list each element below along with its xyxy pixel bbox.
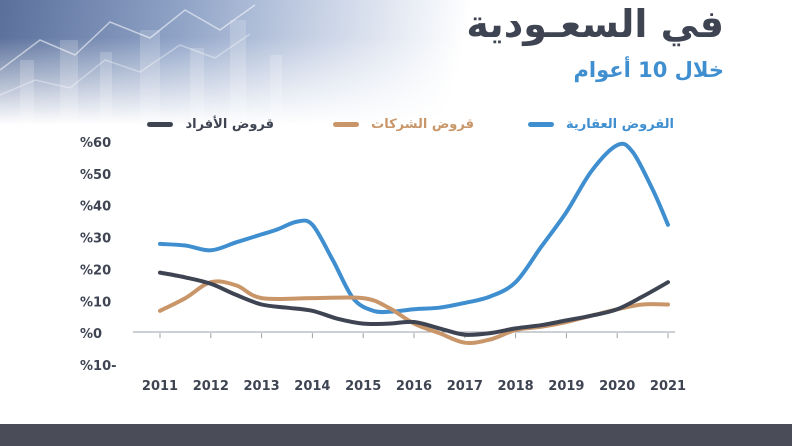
x-tick-label: 2018 [498, 379, 534, 394]
legend-item-real-estate: القروض العقارية [527, 114, 674, 134]
legend-label-companies: قروض الشركات [371, 116, 474, 132]
x-axis: 2011 2012 2013 2014 2015 2016 2017 2018 2019 2020… [142, 379, 686, 394]
x-tick-label: 2019 [548, 379, 584, 394]
y-tick-label: %50 [80, 168, 111, 183]
series-line-individuals [158, 270, 670, 337]
x-axis-tick-marks [159, 333, 669, 339]
chart-subtitle: خلال 10 أعوام [573, 58, 724, 82]
y-axis: %60 %50 %40 %30 %20 %10 %0 %10- [80, 136, 117, 374]
y-tick-label: %10 [80, 295, 111, 310]
legend-label-real-estate: القروض العقارية [565, 116, 674, 132]
x-tick-label: 2011 [142, 379, 178, 394]
series-line-real-estate [158, 141, 670, 315]
legend-swatch-companies [333, 121, 360, 127]
x-tick-label: 2016 [396, 379, 432, 394]
footer-bar [0, 424, 792, 446]
y-tick-label: %0 [80, 327, 102, 342]
legend-item-companies: قروض الشركات [333, 114, 474, 134]
y-tick-label: %20 [80, 263, 111, 278]
x-tick-label: 2021 [650, 379, 686, 394]
x-tick-label: 2020 [599, 379, 635, 394]
y-tick-label: %10- [80, 359, 117, 374]
y-tick-label: %60 [80, 136, 111, 151]
x-tick-label: 2015 [345, 379, 381, 394]
x-tick-label: 2012 [193, 379, 229, 394]
legend-item-individuals: قروض الأفراد [147, 114, 274, 134]
y-tick-label: %30 [80, 232, 111, 247]
legend-label-individuals: قروض الأفراد [185, 116, 274, 132]
series-lines [158, 141, 670, 345]
x-tick-label: 2013 [244, 379, 280, 394]
x-tick-label: 2017 [447, 379, 483, 394]
city-skyline-graphic [0, 4, 282, 125]
legend-swatch-real-estate [527, 121, 554, 127]
header-background-image [0, 0, 792, 125]
chart-title: في السعـودية [466, 2, 724, 46]
legend-swatch-individuals [147, 121, 174, 127]
x-tick-label: 2014 [294, 379, 330, 394]
y-tick-label: %40 [80, 200, 111, 215]
